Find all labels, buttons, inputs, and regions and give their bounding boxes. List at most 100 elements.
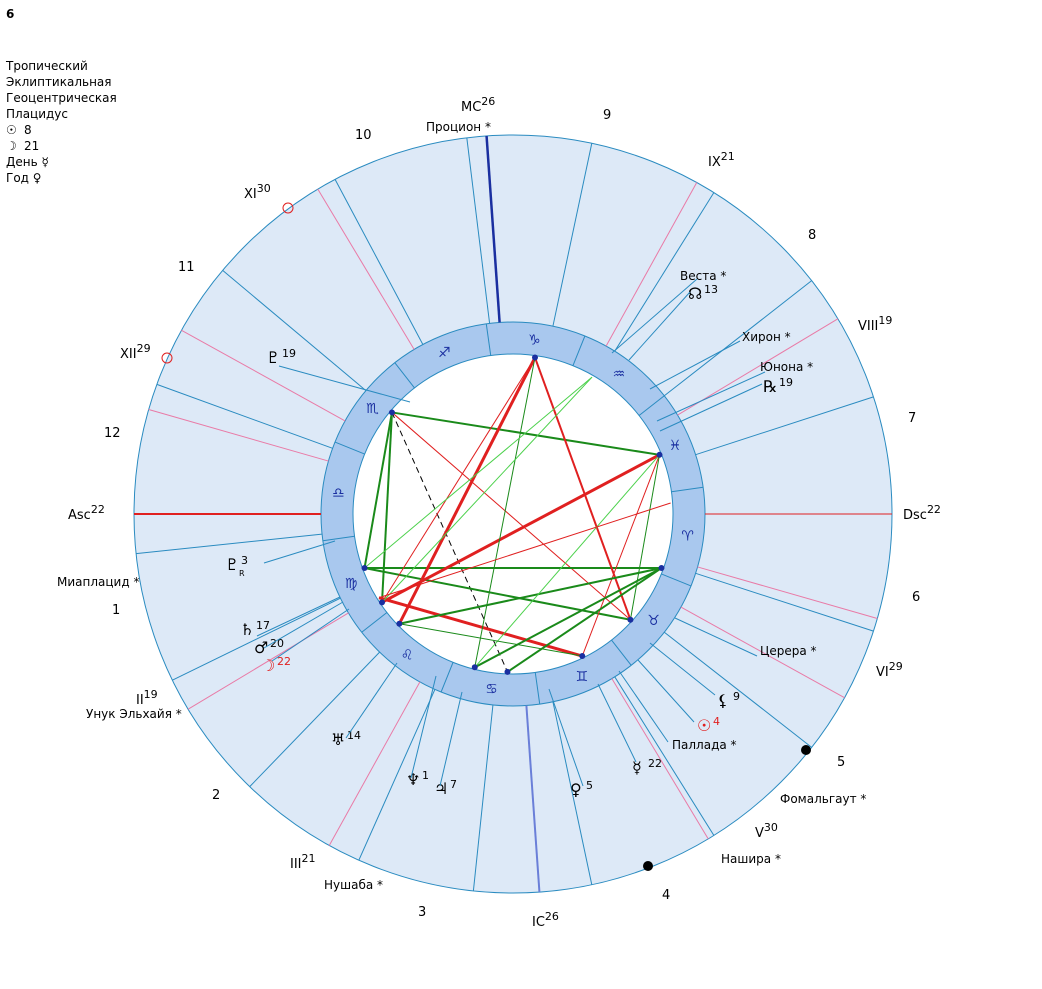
aspect-line-opposition xyxy=(391,412,631,621)
cusp-marker xyxy=(161,352,173,364)
aspect-line-trine xyxy=(506,567,663,673)
retro-point-degree: 19 xyxy=(779,376,793,389)
house-cusp-line xyxy=(663,280,812,397)
uranus-icon: ♅ xyxy=(331,730,345,749)
chart-labels: Asc22 Dsc22 MC26 IC26 II19 III21 V30 VI29 VIII19… xyxy=(57,95,941,930)
aspect-line-square xyxy=(378,596,583,658)
house-number-2: 2 xyxy=(212,788,220,803)
cusp-accent-line xyxy=(181,329,346,422)
sign-divider xyxy=(322,535,355,542)
aspect-grid xyxy=(361,354,671,675)
year-ruler: Год ♀ xyxy=(6,171,42,185)
zodiac-sign-glyph: ♈ xyxy=(681,528,694,544)
cusp-accent-line xyxy=(697,566,878,619)
cusp-label-xii: XII29 xyxy=(120,342,151,362)
cusp-accent-line xyxy=(317,188,415,350)
planet-pointer-line xyxy=(637,659,695,723)
uranus-degree: 14 xyxy=(347,729,361,742)
zodiac-sign-glyph: ♑ xyxy=(528,332,541,348)
aspect-point xyxy=(361,565,368,572)
jupiter-icon: ♃ xyxy=(434,779,448,798)
star-label: Церера * xyxy=(760,644,816,658)
cusp-label-iii: III21 xyxy=(290,852,316,872)
cusp-label-xi: XI30 xyxy=(244,182,271,202)
aspect-point xyxy=(656,451,663,458)
cusp-accent-line xyxy=(680,606,845,699)
chart-number: 6 xyxy=(6,7,15,21)
aspect-point xyxy=(504,668,511,675)
aspect-line-square xyxy=(398,356,537,625)
sign-divider xyxy=(572,335,586,366)
house-number-10: 10 xyxy=(355,128,372,143)
aspect-line-trine xyxy=(391,411,660,456)
ic-axis-line xyxy=(525,705,541,893)
sign-divider xyxy=(361,612,388,633)
neptune-degree: 1 xyxy=(422,769,429,782)
sun-icon: ☉ xyxy=(6,123,17,137)
star-label: Нашира * xyxy=(721,852,781,866)
sign-divider xyxy=(638,395,665,416)
planet-pointer-line xyxy=(548,688,584,787)
cusp-accent-line xyxy=(605,182,698,347)
aspect-line-semisextile xyxy=(364,376,593,569)
mc-axis-line xyxy=(485,135,501,323)
zodiac-sign-glyph: ♒ xyxy=(613,366,626,382)
saturn-icon: ♄ xyxy=(240,620,254,639)
zodiac-sign-glyph: ♌ xyxy=(401,648,414,664)
ic-label: IC26 xyxy=(532,910,559,930)
cusp-accent-line xyxy=(187,612,349,710)
house-cusp-line xyxy=(552,143,593,327)
selena-icon: ♇ xyxy=(266,348,280,367)
zodiac-type: Тропический xyxy=(6,59,88,73)
chart-info-panel: 6 Тропический Эклиптикальная Геоцентриче… xyxy=(6,6,117,186)
zodiac-sign-glyph: ♓ xyxy=(669,438,682,454)
aspect-point xyxy=(579,653,586,660)
house-number-12: 12 xyxy=(104,426,121,441)
star-label: Процион * xyxy=(426,120,491,134)
sun-value: 8 xyxy=(24,123,32,137)
planet-pointer-line xyxy=(278,365,411,403)
aspect-line-sextile xyxy=(363,412,393,569)
star-label: Фомальгаут * xyxy=(780,792,866,806)
aspect-line-sextile xyxy=(629,454,660,620)
north-node-degree: 13 xyxy=(704,283,718,296)
sign-divider xyxy=(534,672,541,705)
zodiac-ring: ♎ ♏ ♐ ♑ ♒ ♓ ♈ ♉ ♊ ♋ ♌ ♍ xyxy=(320,321,706,707)
star-marker xyxy=(643,861,653,871)
planet-pointer-line xyxy=(659,383,763,432)
star-label: Юнона * xyxy=(760,360,813,374)
sign-divider xyxy=(394,362,415,389)
moon-value: 21 xyxy=(24,139,40,153)
house-cusp-line xyxy=(136,533,323,555)
star-label: Нушаба * xyxy=(324,878,383,892)
planet-pointer-line xyxy=(674,617,758,657)
center-type: Геоцентрическая xyxy=(6,91,117,105)
planet-pointer-line xyxy=(256,596,341,637)
aspect-line-trine xyxy=(399,623,583,657)
sun-info: ☉ 8 xyxy=(6,122,117,138)
zodiac-sign-glyph: ♍ xyxy=(345,576,358,592)
aspect-point xyxy=(627,616,634,623)
house-cusp-line xyxy=(172,597,341,681)
moon-degree: 22 xyxy=(277,655,291,668)
pluto-degree: 3 xyxy=(241,554,248,567)
house-cusp-line xyxy=(466,137,491,324)
house-cusp-line xyxy=(156,383,333,449)
house-number-7: 7 xyxy=(908,411,916,426)
asc-label: Asc22 xyxy=(68,503,105,523)
aspect-line-sextile xyxy=(381,412,393,603)
zodiac-ring-inner xyxy=(352,353,674,675)
aspect-line-trine xyxy=(399,567,662,625)
pluto-retro: R xyxy=(239,569,245,578)
planet-pointer-line xyxy=(263,540,336,564)
aspect-line-dashed xyxy=(391,412,508,673)
house-cusp-line xyxy=(663,631,812,748)
mercury-icon: ☿ xyxy=(632,758,642,777)
zodiac-sign-glyph: ♊ xyxy=(575,669,588,685)
house-cusp-line xyxy=(552,701,593,885)
house-cusp-line xyxy=(358,689,436,861)
zodiac-sign-glyph: ♐ xyxy=(438,345,451,361)
aspect-line-square xyxy=(534,357,632,621)
dsc-label: Dsc22 xyxy=(903,503,941,523)
